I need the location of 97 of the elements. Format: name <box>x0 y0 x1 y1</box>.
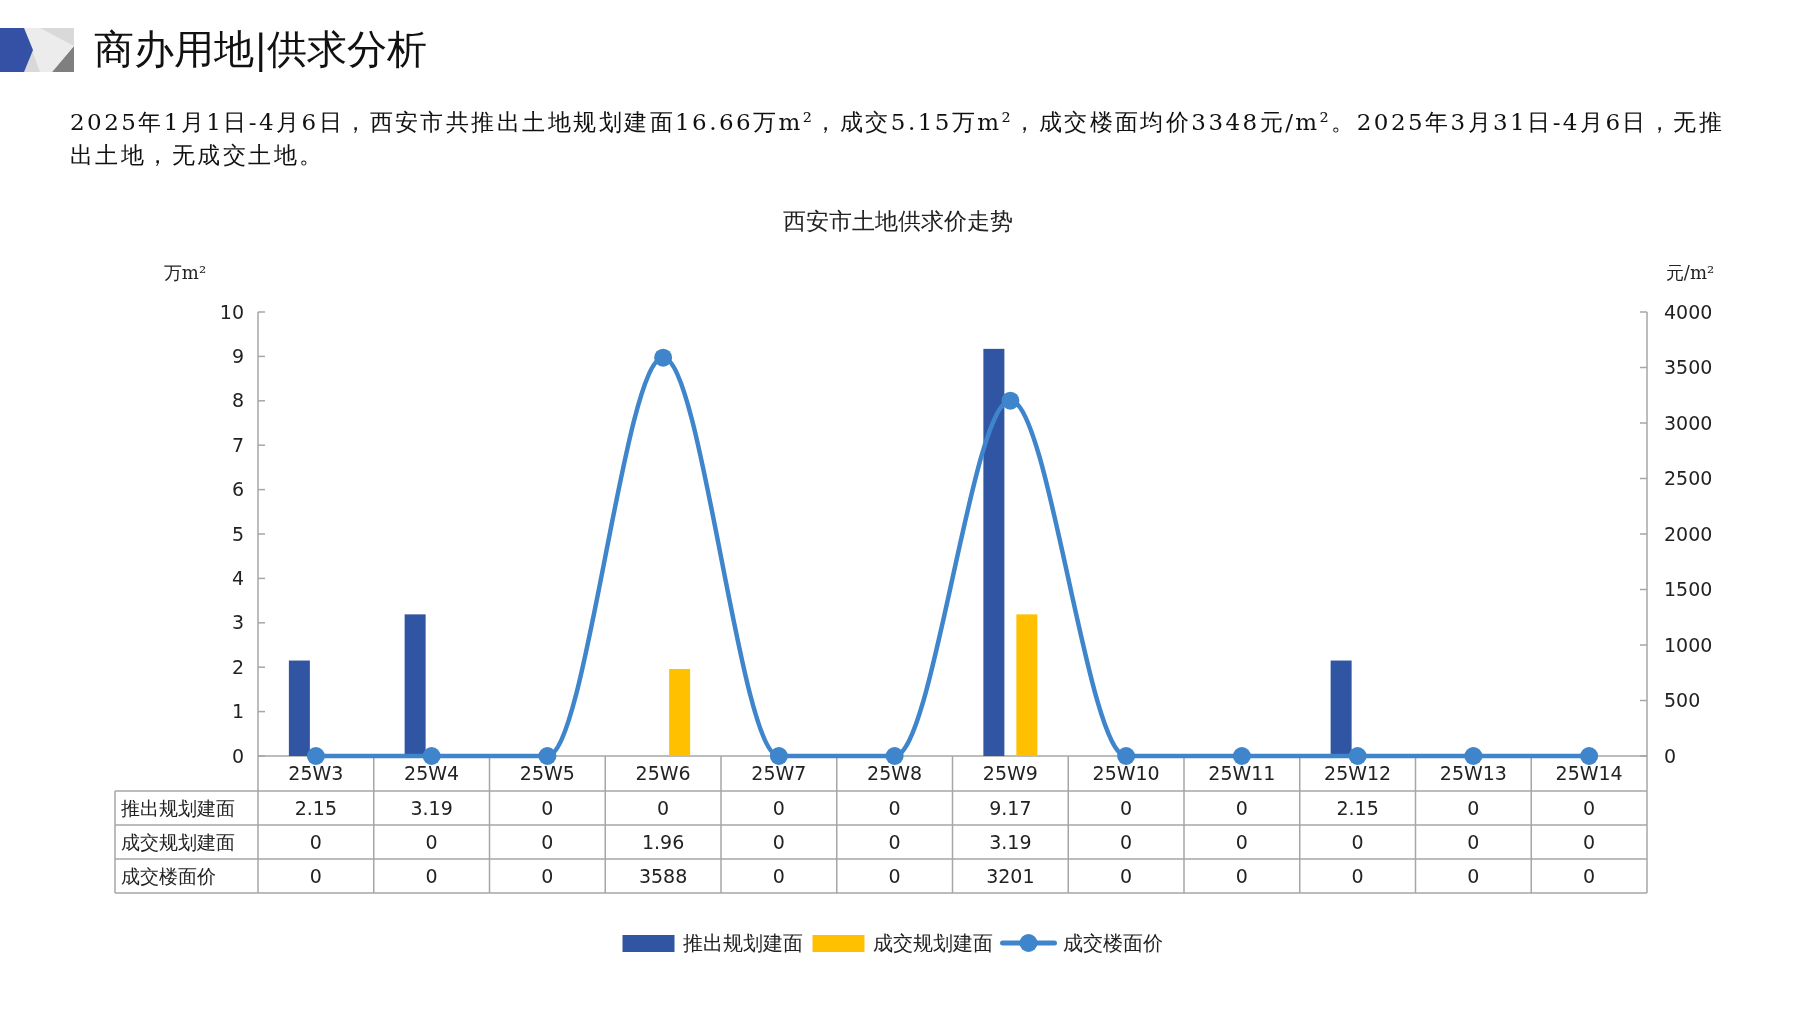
bar <box>1016 614 1038 756</box>
x-tick-label: 25W7 <box>751 762 807 785</box>
y-axis-title: 万m² <box>163 262 207 283</box>
data-label: 3.19 <box>410 796 453 819</box>
y2-tick-label: 3500 <box>1664 356 1713 379</box>
data-label: 0 <box>541 864 554 887</box>
data-label: 0 <box>1235 830 1248 853</box>
data-label: 0 <box>309 864 322 887</box>
data-label: 0 <box>888 830 901 853</box>
x-tick-label: 25W11 <box>1208 762 1276 785</box>
bar <box>288 660 310 756</box>
y2-tick-label: 500 <box>1664 689 1701 712</box>
y-tick-label: 9 <box>231 345 244 368</box>
x-tick-label: 25W9 <box>982 762 1038 785</box>
data-label: 0 <box>1120 830 1133 853</box>
chart-title: 西安市土地供求价走势 <box>783 208 1013 234</box>
y2-tick-label: 1500 <box>1664 578 1713 601</box>
data-label: 0 <box>1467 830 1480 853</box>
bar <box>404 614 426 756</box>
y-tick-label: 10 <box>219 300 244 323</box>
y2-tick-label: 3000 <box>1664 411 1713 434</box>
data-label: 2.15 <box>294 796 338 819</box>
data-label: 0 <box>1467 864 1480 887</box>
data-label: 0 <box>541 830 554 853</box>
x-tick-label: 25W14 <box>1555 762 1623 785</box>
y-tick-label: 2 <box>231 655 244 678</box>
x-tick-label: 25W12 <box>1324 762 1392 785</box>
point <box>306 747 325 765</box>
point <box>1464 747 1483 765</box>
y-tick-label: 7 <box>231 433 244 456</box>
text: 推出规划建面 <box>121 796 235 819</box>
y2-axis-title: 元/m² <box>1665 262 1715 283</box>
data-label: 0 <box>772 864 785 887</box>
data-label: 0 <box>425 830 438 853</box>
data-label: 0 <box>1120 864 1133 887</box>
x-tick-label: 25W10 <box>1092 762 1160 785</box>
text: 商办用地|供求分析 <box>94 26 428 72</box>
data-label: 0 <box>772 796 785 819</box>
bar <box>983 348 1005 756</box>
point <box>1001 391 1020 410</box>
data-label: 3.19 <box>989 830 1032 853</box>
y-tick-label: 3 <box>231 611 244 634</box>
data-label: 3588 <box>638 864 688 887</box>
point <box>1580 747 1599 765</box>
data-label: 0 <box>1583 796 1596 819</box>
data-label: 0 <box>1583 830 1596 853</box>
y-tick-label: 4 <box>231 567 244 590</box>
point <box>654 348 673 367</box>
data-label: 0 <box>888 864 901 887</box>
y2-tick-label: 2000 <box>1664 522 1713 545</box>
data-label: 0 <box>425 864 438 887</box>
data-label: 0 <box>888 796 901 819</box>
data-label: 0 <box>541 796 554 819</box>
data-label: 0 <box>657 796 670 819</box>
y-tick-label: 5 <box>231 522 244 545</box>
point <box>422 747 441 765</box>
data-label: 0 <box>1351 864 1364 887</box>
y2-tick-label: 0 <box>1664 744 1677 767</box>
data-label: 0 <box>1235 796 1248 819</box>
legend-label: 成交规划建面 <box>872 931 993 956</box>
data-label: 0 <box>1120 796 1133 819</box>
x-tick-label: 25W13 <box>1439 762 1507 785</box>
data-label: 0 <box>1467 796 1480 819</box>
x-tick-label: 25W8 <box>867 762 923 785</box>
point <box>1348 747 1367 765</box>
x-tick-label: 25W3 <box>288 762 344 785</box>
legend-label: 成交楼面价 <box>1062 931 1163 956</box>
text: 成交规划建面 <box>121 830 235 853</box>
data-label: 2.15 <box>1336 796 1379 819</box>
x-tick-label: 25W4 <box>404 762 460 785</box>
legend-label: 推出规划建面 <box>682 931 803 956</box>
bar <box>1330 660 1352 756</box>
text: 2025年1月1日-4月6日，西安市共推出土地规划建面16.66万m²，成交5.15万m²，成交楼面均价3348元/m²。2025年3月31日-4月6日，无推出土地，无成交土地。 <box>70 108 1726 170</box>
y2-tick-label: 2500 <box>1664 467 1713 490</box>
y2-tick-label: 1000 <box>1664 633 1713 656</box>
data-label: 1.96 <box>641 830 685 853</box>
data-label: 0 <box>309 830 322 853</box>
data-label: 0 <box>772 830 785 853</box>
data-label: 0 <box>1583 864 1596 887</box>
bar <box>669 668 691 756</box>
point <box>769 747 788 765</box>
text: 成交楼面价 <box>121 864 216 887</box>
x-tick-label: 25W5 <box>519 762 575 785</box>
data-label: 9.17 <box>989 796 1032 819</box>
data-label: 0 <box>1235 864 1248 887</box>
y-tick-label: 1 <box>231 700 244 723</box>
point <box>885 747 904 765</box>
point <box>538 747 557 765</box>
y-tick-label: 8 <box>231 389 244 412</box>
point <box>1117 747 1136 765</box>
data-label: 3201 <box>986 864 1035 887</box>
x-tick-label: 25W6 <box>635 762 691 785</box>
y-tick-label: 6 <box>231 478 244 501</box>
data-label: 0 <box>1351 830 1364 853</box>
y2-tick-label: 4000 <box>1664 300 1713 323</box>
point <box>1232 747 1251 765</box>
y-tick-label: 0 <box>231 744 244 767</box>
